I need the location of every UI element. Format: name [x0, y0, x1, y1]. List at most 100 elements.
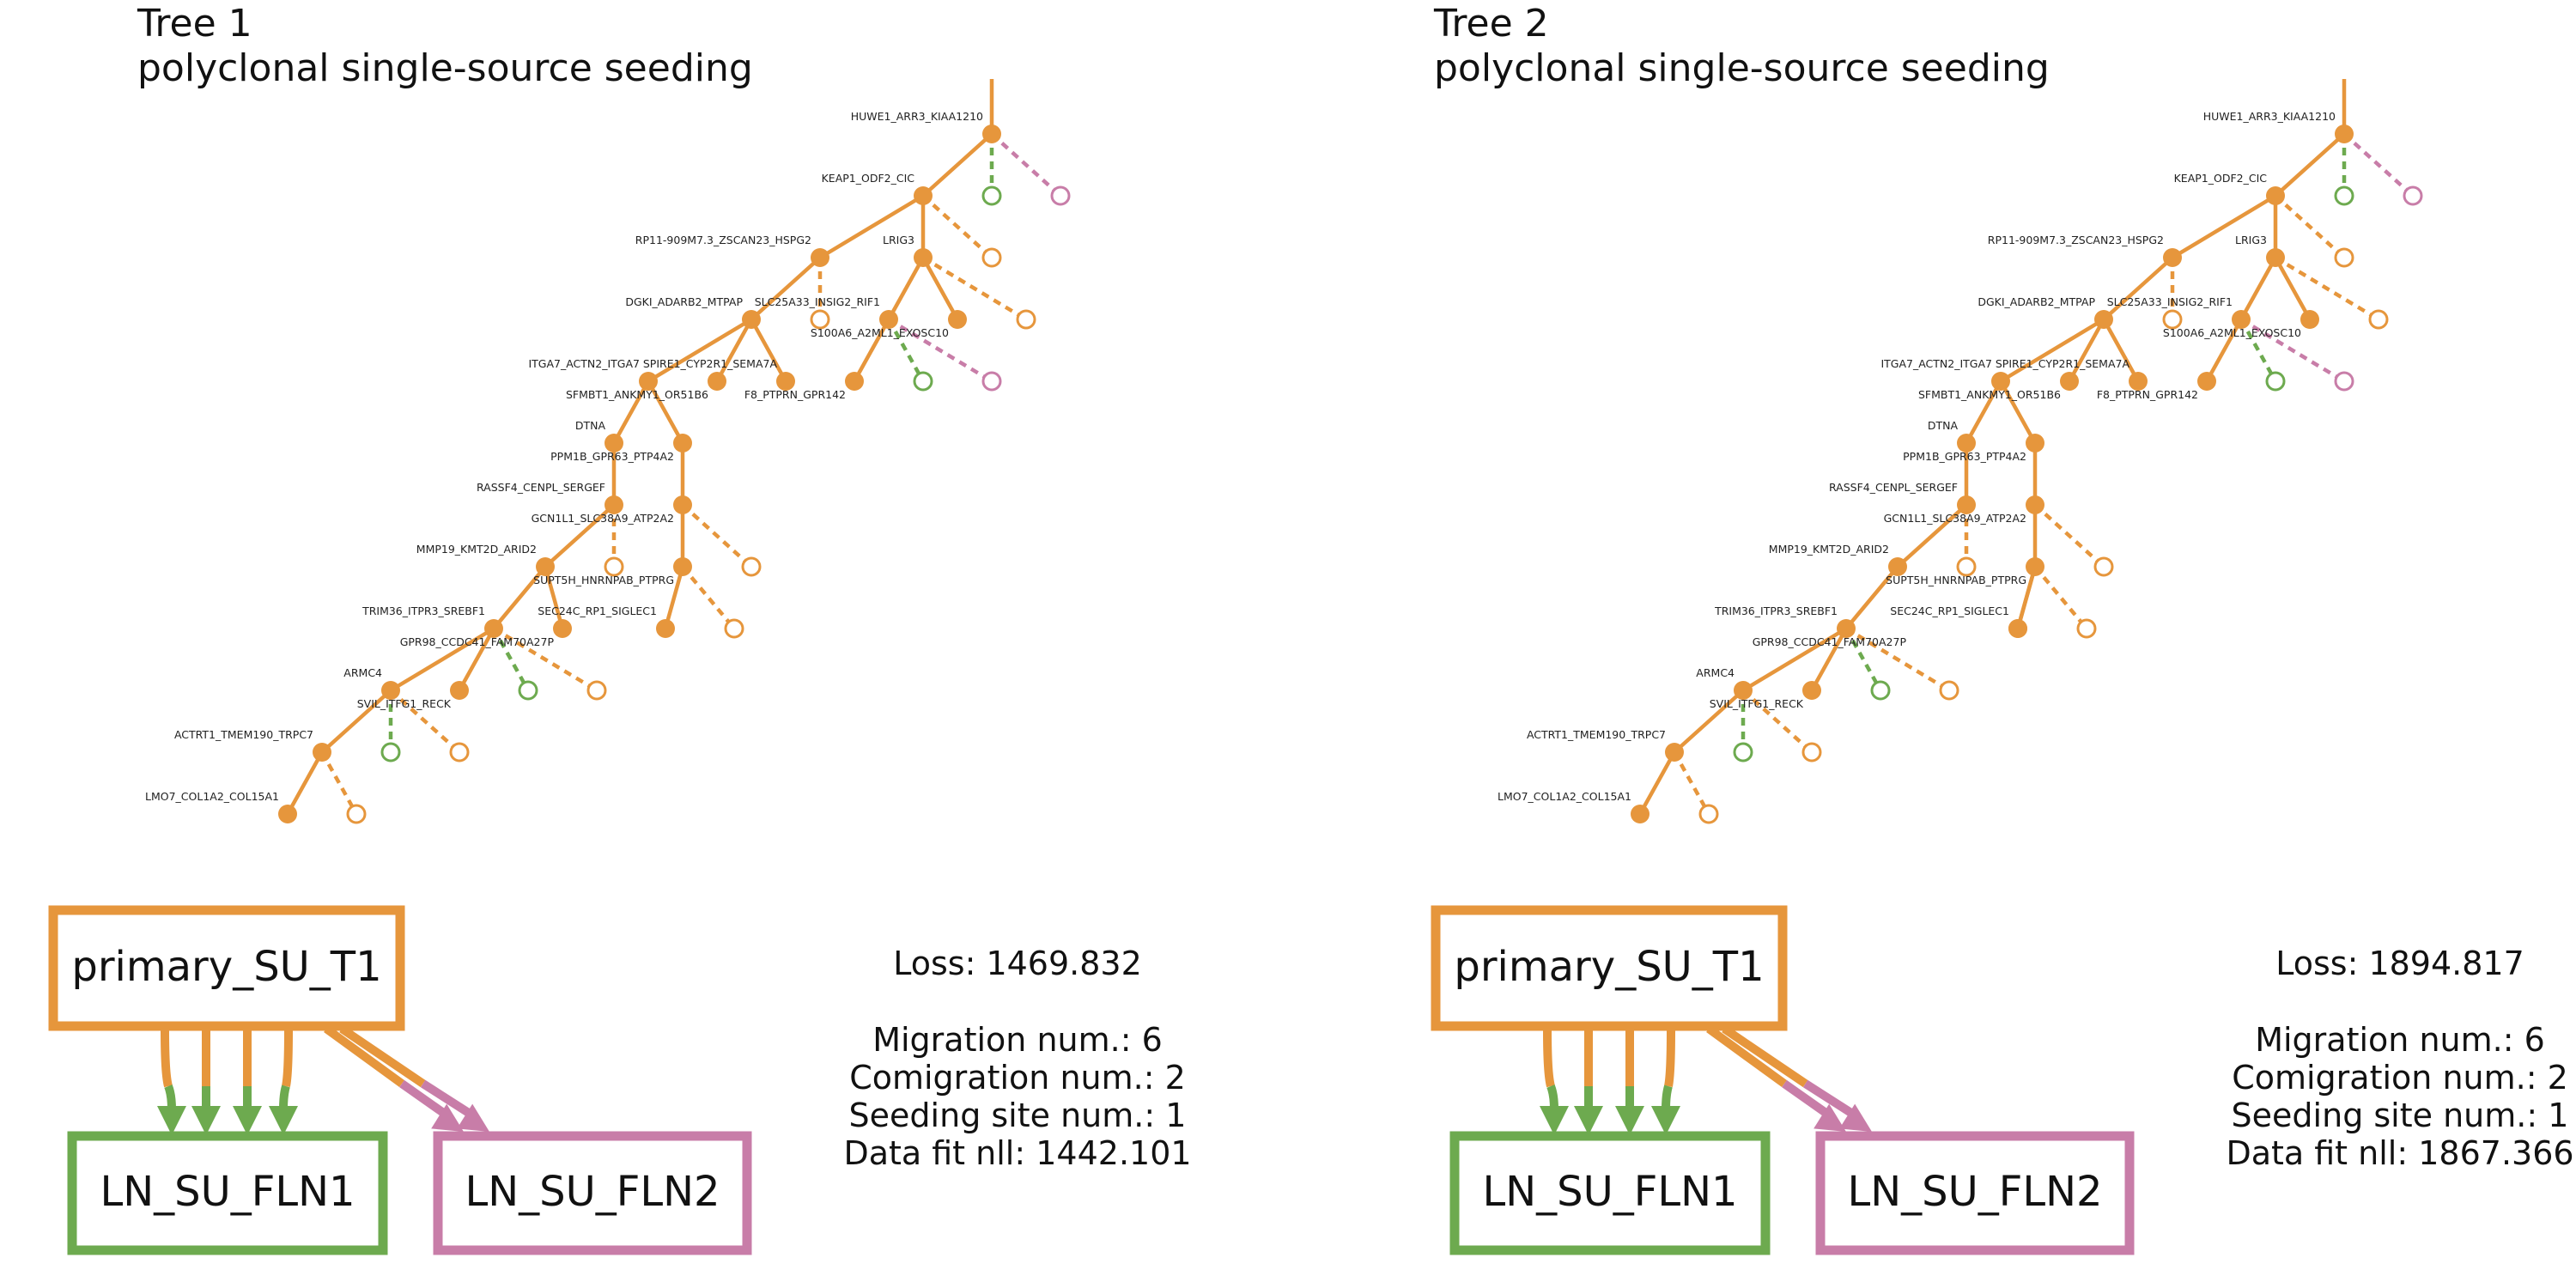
- migration-arrow-ln1: [1615, 1106, 1644, 1135]
- clone-label: GPR98_CCDC41_FAM70A27P: [1753, 635, 1907, 648]
- migration-arrow-ln1: [269, 1106, 298, 1135]
- clone-label: SEC24C_RP1_SIGLEC1: [1890, 605, 2009, 617]
- tree-edge: [1741, 627, 1848, 692]
- clone-node: [484, 619, 503, 638]
- clone-label: RP11-909M7.3_ZSCAN23_HSPG2: [1988, 234, 2164, 246]
- tree-edge: [2015, 566, 2038, 629]
- migration-edge-ln1: [164, 1084, 176, 1110]
- site-label-ln1: LN_SU_FLN1: [100, 1168, 355, 1216]
- observed-clone-node: [981, 185, 1002, 206]
- tree-stats: Loss: 1469.832 Migration num.: 6 Comigra…: [843, 945, 1191, 1172]
- site-label-primary: primary_SU_T1: [1454, 943, 1764, 991]
- observed-clone-node: [810, 309, 830, 330]
- clone-node: [2300, 310, 2319, 329]
- observed-clone-node: [1733, 742, 1753, 762]
- clone-label: TRIM36_ITPR3_SREBF1: [361, 605, 485, 617]
- clone-node: [313, 743, 331, 762]
- migration-arrow-ln1-head: [269, 1106, 298, 1135]
- clone-label: SVIL_ITFG1_RECK: [357, 697, 452, 710]
- observed-clone-node: [2162, 309, 2183, 330]
- migration-arrow-ln1-head: [1574, 1106, 1603, 1135]
- migration-graph: [1540, 1024, 1872, 1135]
- migration-edge-ln2: [1802, 1079, 1859, 1121]
- clone-label: SUPT5H_HNRNPAB_PTPRG: [533, 574, 674, 586]
- clone-node: [605, 495, 623, 514]
- clone-node: [914, 248, 933, 267]
- site-box-primary: primary_SU_T1: [1431, 905, 1788, 1031]
- stat-comigration: Comigration num.: 2: [2232, 1059, 2568, 1097]
- migration-arrow-ln1-head: [157, 1106, 186, 1135]
- observed-clone-node: [1801, 742, 1822, 762]
- clone-node: [536, 557, 555, 576]
- tree-edge: [2274, 256, 2312, 321]
- tree-edge: [1810, 627, 1848, 692]
- clone-node: [553, 619, 572, 638]
- tree-edge: [1673, 689, 1745, 754]
- clone-node: [2266, 248, 2285, 267]
- clone-node: [2335, 125, 2354, 143]
- migration-arrow-ln1-head: [233, 1106, 262, 1135]
- migration-edge-ln2: [1722, 1024, 1808, 1088]
- clone-node: [2026, 495, 2044, 514]
- migration-arrow-ln1: [1540, 1106, 1569, 1135]
- migration-arrow-ln2-head: [457, 1103, 489, 1132]
- tree-edge: [647, 380, 684, 445]
- clone-label: TRIM36_ITPR3_SREBF1: [1714, 605, 1838, 617]
- stat-seeding-sites: Seeding site num.: 1: [2232, 1097, 2569, 1134]
- tree-edge: [2274, 194, 2346, 259]
- clone-node: [1631, 805, 1649, 823]
- migration-edge-ln1: [1546, 1084, 1558, 1110]
- clone-label: SFMBT1_ANKMY1_OR51B6: [566, 388, 708, 401]
- tree-edge: [320, 750, 358, 816]
- clone-label: LRIG3: [2235, 234, 2267, 246]
- seeding-pattern-title: polyclonal single-source seeding: [1434, 46, 2050, 90]
- tree-edge: [887, 318, 993, 383]
- migration-edge-ln2: [339, 1024, 426, 1088]
- tree-edge: [1999, 318, 2105, 383]
- tree-edge: [543, 566, 565, 629]
- stat-migration: Migration num.: 6: [872, 1021, 1163, 1059]
- clone-node: [2008, 619, 2027, 638]
- observed-clone-node: [1016, 309, 1036, 330]
- observed-clone-node: [346, 804, 367, 824]
- clone-label: PPM1B_GPR63_PTP4A2: [550, 450, 674, 463]
- tree-edge: [458, 627, 495, 692]
- stat-loss: Loss: 1894.817: [2275, 945, 2524, 982]
- clone-node: [2163, 248, 2182, 267]
- migration-edge-ln2: [324, 1024, 404, 1088]
- clone-label: MMP19_KMT2D_ARID2: [416, 543, 537, 556]
- clone-label: LMO7_COL1A2_COL15A1: [145, 790, 279, 803]
- clone-node: [879, 310, 898, 329]
- clone-node: [673, 495, 692, 514]
- tree-edge: [286, 750, 324, 816]
- tree-edge: [389, 689, 461, 754]
- clone-label: RASSF4_CENPL_SERGEF: [477, 481, 605, 494]
- clone-label: HUWE1_ARR3_KIAA1210: [851, 110, 983, 123]
- clone-tree: HUWE1_ARR3_KIAA1210 KEAP1_ODF2_CIC RP11-90…: [145, 79, 1071, 824]
- stat-data-fit: Data fit nll: 1867.366: [2226, 1134, 2573, 1172]
- migration-edge-ln2: [420, 1079, 477, 1121]
- tree-edge: [612, 380, 650, 445]
- migration-arrow-ln2: [457, 1103, 489, 1132]
- tree-edge: [921, 256, 959, 321]
- clone-label: LMO7_COL1A2_COL15A1: [1498, 790, 1631, 803]
- migration-edge-ln1: [1664, 1030, 1675, 1087]
- site-label-ln2: LN_SU_FLN2: [465, 1168, 720, 1216]
- clone-node: [1957, 495, 1976, 514]
- site-box-primary: primary_SU_T1: [48, 905, 405, 1031]
- tree-edge: [1741, 689, 1814, 754]
- tree-edge: [715, 318, 753, 383]
- clone-node: [278, 805, 297, 823]
- migration-arrow-ln1: [1574, 1106, 1603, 1135]
- clone-label: DTNA: [1928, 419, 1959, 432]
- clone-label: ITGA7_ACTN2_ITGA7: [1880, 357, 1992, 370]
- tree-edge: [2068, 318, 2105, 383]
- tree-edge: [2102, 318, 2140, 383]
- site-label-ln1: LN_SU_FLN1: [1482, 1168, 1737, 1216]
- clone-node: [1957, 434, 1976, 453]
- observed-clone-node: [741, 556, 762, 577]
- clone-label: ARMC4: [1696, 666, 1735, 679]
- clone-tree: HUWE1_ARR3_KIAA1210 KEAP1_ODF2_CIC RP11-90…: [1498, 79, 2423, 824]
- clone-node: [2026, 434, 2044, 453]
- observed-clone-node: [1870, 680, 1891, 701]
